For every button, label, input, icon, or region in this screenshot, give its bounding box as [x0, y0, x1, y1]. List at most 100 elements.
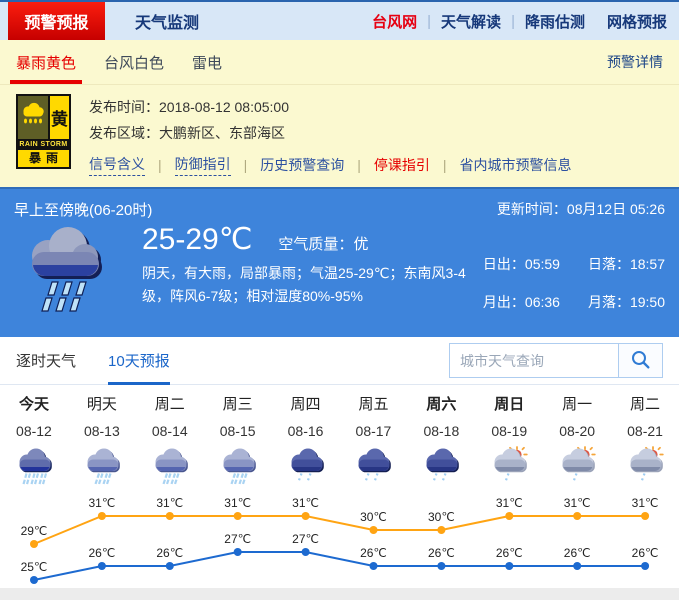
warning-detail-link[interactable]: 预警详情: [607, 54, 663, 70]
temp-point-label: 31℃: [496, 496, 523, 510]
temp-point: [505, 512, 514, 520]
warning-type-english: RAIN STORM: [18, 139, 69, 150]
link-weather-interpretation[interactable]: 天气解读: [441, 13, 502, 31]
weather-icon: [351, 446, 395, 490]
forecast-day-column: 周日 08-19: [475, 395, 543, 490]
day-name: 周日: [494, 396, 525, 413]
day-date: 08-20: [559, 423, 596, 439]
air-quality-value: 优: [353, 236, 369, 253]
forecast-day-column: 周二 08-14: [136, 395, 204, 490]
temp-point-label: 27℃: [224, 532, 251, 546]
moonrise-value: 06:36: [524, 293, 560, 310]
temp-point-label: 26℃: [496, 546, 523, 560]
sun-moon-times: 日出：05:59 日落：18:57 月出：06:36 月落：19:50: [483, 254, 665, 318]
warning-section: 暴雨黄色 台风白色 雷电 预警详情: [0, 40, 679, 187]
day-date: 08-18: [423, 423, 460, 439]
day-name: 周一: [562, 396, 593, 413]
temp-point: [301, 512, 310, 520]
link-rainfall-estimation[interactable]: 降雨估测: [524, 13, 585, 31]
temp-point: [437, 526, 446, 534]
temp-point-label: 31℃: [156, 496, 183, 510]
top-navigation: 预警预报 天气监测 台风网 | 天气解读 | 降雨估测 网格预报: [0, 0, 679, 40]
weather-icon: [284, 446, 328, 490]
warning-tab-typhoon-white[interactable]: 台风白色: [104, 54, 165, 72]
warning-tab-lightning[interactable]: 雷电: [192, 54, 223, 72]
warning-type-chinese: 暴雨: [18, 150, 69, 167]
separator: |: [511, 12, 515, 30]
temp-point: [369, 562, 378, 570]
link-history-warning-query[interactable]: 历史预警查询: [260, 157, 345, 173]
warning-tab-rainstorm-yellow[interactable]: 暴雨黄色: [9, 40, 83, 84]
weather-description: 阴天，有大雨，局部暴雨；气温25-29℃；东南风3-4级，阵风6-7级；相对湿度…: [142, 265, 466, 305]
forecast-day-column: 今天 08-12: [0, 395, 68, 490]
temp-point: [437, 562, 446, 570]
day-name: 周二: [154, 396, 185, 413]
weather-icon: [487, 446, 531, 490]
temp-point: [369, 526, 378, 534]
link-typhoon-net[interactable]: 台风网: [372, 13, 418, 31]
temp-point: [97, 512, 106, 520]
temp-point: [573, 512, 582, 520]
tab-warning-forecast[interactable]: 预警预报: [8, 2, 105, 40]
weather-icon: [555, 446, 599, 490]
temp-point-label: 27℃: [292, 532, 319, 546]
temp-point-label: 26℃: [156, 546, 183, 560]
temp-point-label: 25℃: [21, 560, 48, 574]
publish-time-value: 2018-08-12 08:05:00: [159, 99, 289, 115]
day-name: 周五: [358, 396, 389, 413]
search-input[interactable]: [449, 343, 619, 378]
link-province-city-warnings[interactable]: 省内城市预警信息: [459, 157, 572, 173]
city-weather-search: [449, 337, 663, 384]
moonrise-label: 月出：: [482, 293, 525, 310]
temp-point-label: 30℃: [360, 510, 387, 524]
current-weather-panel: 早上至傍晚(06-20时) 更新时间：08月12日 05:26: [0, 187, 679, 337]
day-date: 08-14: [151, 423, 188, 439]
separator: |: [427, 12, 432, 30]
warning-cloud-icon: [18, 96, 48, 139]
warning-level-char: 黄: [48, 96, 69, 139]
day-date: 08-15: [219, 423, 256, 439]
tab-hourly-weather[interactable]: 逐时天气: [16, 353, 77, 370]
temp-point-label: 26℃: [632, 546, 659, 560]
ten-day-forecast-row: 今天 08-12 明天 08-13 周二 08-14 周三 08-15 周四 0…: [0, 385, 679, 490]
publish-time-label: 发布时间：: [89, 99, 159, 115]
sunrise-value: 05:59: [524, 256, 560, 272]
day-date: 08-19: [491, 423, 528, 439]
temp-point: [641, 562, 650, 570]
day-date: 08-21: [627, 423, 663, 439]
publish-area-value: 大鹏新区、东部海区: [159, 125, 285, 141]
day-date: 08-13: [83, 423, 120, 439]
temp-point-label: 31℃: [564, 496, 591, 510]
link-class-suspension-guide[interactable]: 停课指引: [373, 157, 430, 173]
sunset-value: 18:57: [629, 256, 665, 272]
temp-point-label: 31℃: [88, 496, 115, 510]
forecast-day-column: 明天 08-13: [68, 395, 136, 490]
sunset-label: 日落：: [587, 256, 630, 272]
warning-tabs: 暴雨黄色 台风白色 雷电 预警详情: [0, 40, 679, 85]
day-date: 08-17: [355, 423, 392, 439]
temp-point: [573, 562, 582, 570]
tab-ten-day-forecast[interactable]: 10天预报: [108, 337, 170, 385]
temp-point-label: 26℃: [564, 546, 591, 560]
temp-point-label: 29℃: [21, 524, 48, 538]
temp-line-1: [33, 551, 646, 581]
forecast-day-column: 周五 08-17: [340, 395, 408, 490]
search-button[interactable]: [619, 343, 663, 378]
temp-line-0: [33, 515, 646, 545]
link-defense-guide[interactable]: 防御指引: [174, 154, 231, 176]
temp-point: [301, 548, 310, 556]
update-time-value: 08月12日 05:26: [566, 201, 665, 217]
link-grid-forecast[interactable]: 网格预报: [606, 13, 667, 31]
temp-point-label: 30℃: [428, 510, 455, 524]
day-name: 周二: [630, 396, 661, 413]
day-date: 08-12: [16, 423, 52, 439]
temp-point: [233, 548, 242, 556]
top-nav-links: 台风网 | 天气解读 | 降雨估测 网格预报: [372, 2, 679, 40]
temp-point-label: 26℃: [88, 546, 115, 560]
temp-point-label: 31℃: [224, 496, 251, 510]
weather-icon: [419, 446, 463, 490]
link-signal-meaning[interactable]: 信号含义: [89, 154, 145, 176]
tab-weather-monitoring[interactable]: 天气监测: [135, 15, 200, 32]
forecast-day-column: 周三 08-15: [204, 395, 272, 490]
